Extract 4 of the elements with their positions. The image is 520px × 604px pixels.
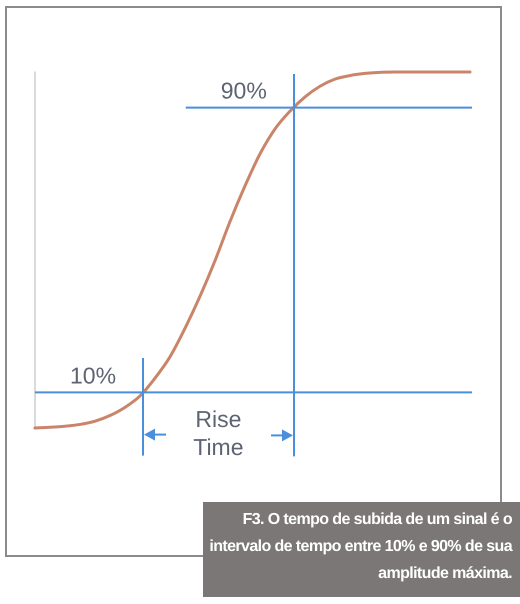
text: F3. O tempo de subida de um sinal é o intervalo de tempo entre 10% e 90% de sua amplitude máxima. — [208, 510, 512, 584]
annotation: Rise Time — [193, 406, 244, 460]
ref-line-label: 10% — [70, 362, 116, 388]
ref-line-label: 90% — [220, 78, 267, 104]
